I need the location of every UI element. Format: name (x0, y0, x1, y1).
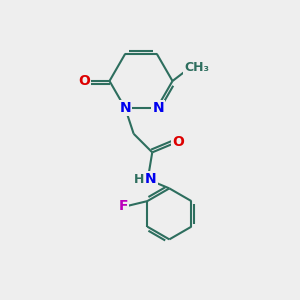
Text: N: N (145, 172, 157, 186)
Text: N: N (119, 101, 131, 115)
Text: O: O (172, 135, 184, 149)
Text: F: F (118, 199, 128, 213)
Text: O: O (78, 74, 90, 88)
Text: N: N (152, 101, 164, 115)
Text: H: H (134, 173, 144, 186)
Text: CH₃: CH₃ (184, 61, 209, 74)
